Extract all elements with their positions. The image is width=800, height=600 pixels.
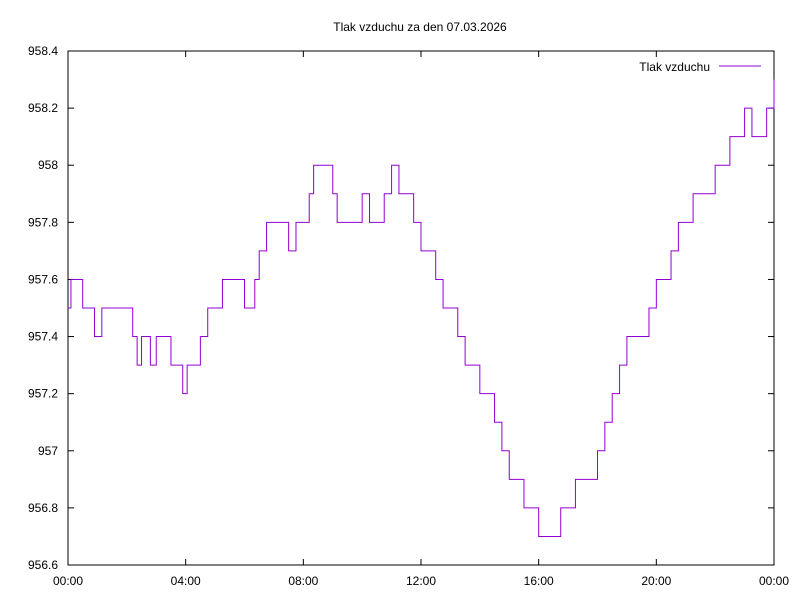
- y-tick-label: 957.2: [28, 387, 58, 401]
- legend: Tlak vzduchu: [639, 60, 761, 74]
- x-tick-label: 08:00: [288, 574, 318, 588]
- x-tick-label: 20:00: [641, 574, 671, 588]
- y-tick-label: 957: [38, 444, 58, 458]
- y-tick-label: 957.8: [28, 215, 58, 229]
- x-axis: 00:00 04:00 08:00 12:00 16:00 20:00 00:00: [53, 51, 789, 588]
- y-tick-label: 957.6: [28, 272, 58, 286]
- y-axis: 956.6 956.8 957 957.2 957.4 957.6 957.8 958 958.…: [28, 44, 774, 572]
- y-tick-label: 957.4: [28, 330, 58, 344]
- y-tick-label: 956.8: [28, 501, 58, 515]
- x-tick-label: 00:00: [53, 574, 83, 588]
- y-tick-label: 958.4: [28, 44, 58, 58]
- series-line-0: [68, 79, 775, 537]
- x-tick-label: 04:00: [171, 574, 201, 588]
- x-tick-label: 16:00: [524, 574, 554, 588]
- chart-title: Tlak vzduchu za den 07.03.2026: [333, 20, 507, 34]
- plot-area-border: [67, 50, 775, 566]
- x-tick-label: 12:00: [406, 574, 436, 588]
- y-tick-label: 956.6: [28, 558, 58, 572]
- x-tick-label: 00:00: [759, 574, 789, 588]
- y-tick-label: 958.2: [28, 101, 58, 115]
- y-tick-label: 958: [38, 158, 58, 172]
- legend-label: Tlak vzduchu: [639, 60, 710, 74]
- series-layer: [68, 79, 775, 537]
